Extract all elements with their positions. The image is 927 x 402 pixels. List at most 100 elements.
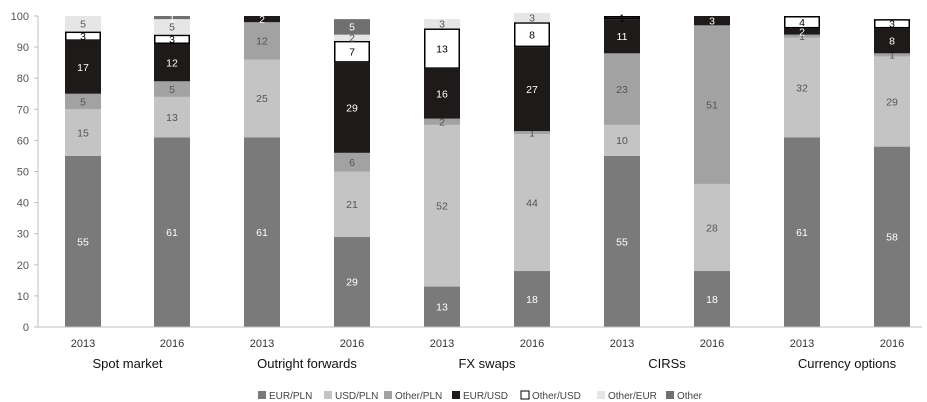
x-tick-label: 2013 — [71, 338, 95, 350]
bar-segment-other-pln — [604, 53, 640, 125]
data-label: 13 — [436, 43, 448, 55]
data-label: 3 — [889, 19, 895, 31]
legend-swatch — [520, 390, 530, 400]
legend-swatch — [324, 391, 332, 399]
x-tick-label: 2013 — [430, 338, 454, 350]
legend-label: USD/PLN — [335, 391, 378, 402]
legend-swatch — [384, 391, 392, 399]
data-label: 11 — [617, 31, 628, 43]
data-label: 17 — [77, 62, 89, 74]
x-tick-label: 2016 — [520, 338, 544, 350]
data-label: 5 — [169, 22, 175, 34]
y-tick-label: 50 — [17, 167, 29, 179]
bar-cirss-2016: 18 28 51 3 — [694, 15, 730, 327]
legend-label: Other/PLN — [395, 391, 442, 402]
y-tick-label: 60 — [17, 135, 29, 147]
bar-segment-other-eur — [65, 16, 101, 32]
bar-segment-other-usd — [874, 19, 910, 29]
data-label: 2 — [259, 14, 265, 26]
y-tick-label: 30 — [17, 229, 29, 241]
bar-segment-other-eur — [424, 19, 460, 29]
x-tick-label: 2013 — [790, 338, 814, 350]
y-axis: 0 10 20 30 40 50 60 70 80 90 100 — [11, 11, 39, 334]
bar-currency-options-2016: 58 29 1 8 3 — [874, 19, 910, 327]
legend-item-other: Other — [666, 391, 703, 402]
y-tick-label: 10 — [17, 291, 29, 303]
group-label: Currency options — [798, 356, 897, 371]
data-label: 23 — [616, 84, 628, 96]
data-label: 29 — [346, 277, 358, 289]
bar-fx-swaps-2016: 18 44 1 27 8 3 — [514, 12, 550, 327]
bar-segment-other-usd — [784, 16, 820, 29]
bar-segment-other-usd — [334, 40, 370, 63]
bar-outright-forwards-2016: 29 21 6 29 7 25 — [334, 19, 370, 327]
bar-segment-eur-usd — [694, 16, 730, 26]
data-label: 25 — [256, 93, 268, 105]
data-label: 44 — [526, 197, 538, 209]
bar-segment-other-pln — [65, 93, 101, 110]
bar-segment-other-pln — [154, 81, 190, 97]
data-label: 4 — [799, 17, 805, 29]
data-label: 2 — [439, 117, 445, 129]
bar-segment-other-usd — [65, 31, 101, 41]
bar-outright-forwards-2013: 61 25 12 2 — [244, 14, 280, 327]
data-label: 18 — [706, 294, 718, 306]
x-tick-label: 2016 — [340, 338, 364, 350]
data-label: 58 — [886, 232, 898, 244]
data-label: 1 — [169, 12, 175, 24]
bar-segment-eur-pln — [244, 137, 280, 327]
legend-item-other-eur: Other/EUR — [597, 391, 657, 402]
bar-segment-other-pln — [514, 131, 550, 135]
data-label: 1 — [529, 127, 535, 139]
bar-segment-usd-pln — [424, 124, 460, 287]
bar-currency-options-2013: 61 32 124 — [784, 16, 820, 327]
legend-swatch — [452, 391, 460, 399]
bar-segment-eur-usd — [244, 16, 280, 23]
legend-item-other-usd: Other/USD — [520, 390, 581, 402]
data-label: 3 — [529, 12, 535, 24]
data-label: 6 — [349, 157, 355, 169]
data-label: 15 — [77, 127, 89, 139]
data-label: 3 — [439, 19, 445, 31]
legend-label: Other — [677, 391, 703, 402]
data-label: 12 — [166, 57, 178, 69]
data-label: 1 — [799, 31, 805, 43]
y-tick-label: 70 — [17, 104, 29, 116]
legend-label: EUR/PLN — [269, 391, 312, 402]
data-label: 13 — [166, 112, 178, 124]
x-tick-label: 2013 — [250, 338, 274, 350]
bars: 5515517356113512351612512229216297251352… — [65, 12, 910, 327]
bar-segment-other-usd — [604, 16, 640, 20]
x-tick-label: 2013 — [610, 338, 634, 350]
bar-segment-eur-usd — [784, 28, 820, 35]
bar-segment-eur-pln — [65, 155, 101, 327]
bar-segment-other-pln — [424, 118, 460, 125]
data-label: 3 — [80, 31, 86, 43]
x-tick-label: 2016 — [700, 338, 724, 350]
bar-segment-usd-pln — [694, 183, 730, 272]
data-label: 3 — [169, 34, 175, 46]
y-tick-label: 90 — [17, 42, 29, 54]
data-label: 27 — [526, 84, 538, 96]
group-label: CIRSs — [648, 356, 686, 371]
bar-segment-eur-pln — [604, 155, 640, 327]
data-label: 1 — [619, 12, 625, 24]
group-label: Spot market — [92, 356, 162, 371]
bar-segment-other-pln — [334, 152, 370, 172]
x-tick-label: 2016 — [160, 338, 184, 350]
y-tick-label: 40 — [17, 198, 29, 210]
bar-segment-other-eur — [334, 34, 370, 41]
data-label: 5 — [80, 19, 86, 31]
data-label: 32 — [796, 82, 808, 94]
bar-segment-other-usd — [514, 22, 550, 48]
legend-swatch — [258, 391, 266, 399]
y-tick-label: 80 — [17, 73, 29, 85]
bar-segment-other-pln — [244, 22, 280, 60]
bar-segment-eur-usd — [604, 19, 640, 54]
bar-segment-eur-pln — [424, 286, 460, 327]
legend-swatch — [597, 391, 605, 399]
legend-item-eur-usd: EUR/USD — [452, 391, 508, 402]
data-label: 55 — [616, 236, 628, 248]
data-label: 21 — [346, 199, 358, 211]
